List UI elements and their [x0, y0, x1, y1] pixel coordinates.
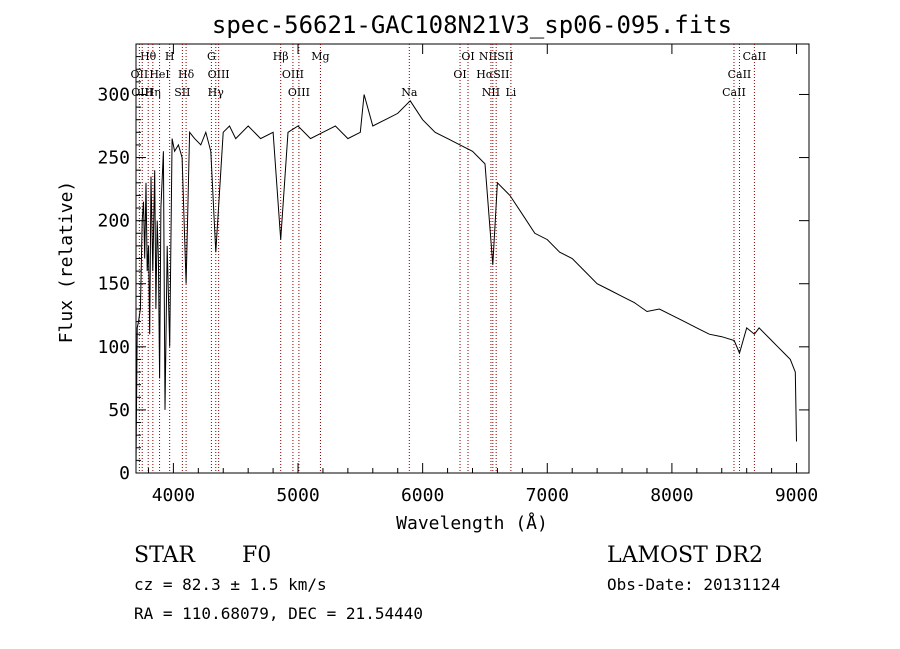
line-marker-label: CaII: [728, 68, 752, 81]
line-marker-label: OIII: [208, 68, 230, 81]
line-marker-label: Na: [401, 86, 418, 99]
spectrum-line: [135, 94, 797, 467]
x-tick-label: 5000: [276, 485, 319, 506]
line-marker-label: OI: [461, 50, 474, 63]
line-marker-label: Hδ: [178, 68, 195, 81]
line-marker-label: OIII: [282, 68, 304, 81]
line-marker-label: HαSII: [476, 68, 509, 81]
obs-date: Obs-Date: 20131124: [607, 575, 780, 594]
y-tick-label: 250: [97, 148, 130, 169]
y-tick-label: 150: [97, 274, 130, 295]
line-marker-label: OIII: [288, 86, 310, 99]
x-tick-label: 9000: [775, 485, 818, 506]
y-axis-label: Flux (relative): [56, 181, 77, 344]
line-marker-label: Mg: [311, 50, 329, 63]
x-tick-label: 4000: [152, 485, 195, 506]
line-marker-label: Hη: [145, 86, 161, 99]
line-marker-label: Hβ: [273, 50, 289, 63]
x-tick-label: 6000: [401, 485, 444, 506]
line-marker-label: NII: [482, 86, 500, 99]
x-tick-label: 8000: [650, 485, 693, 506]
line-marker-label: CaII: [743, 50, 767, 63]
y-tick-label: 0: [119, 463, 130, 484]
x-axis-label: Wavelength (Å): [396, 512, 548, 534]
line-marker-label: SII: [174, 86, 190, 99]
line-marker-label: H: [165, 50, 175, 63]
x-tick-label: 7000: [526, 485, 569, 506]
position-line: RA = 110.68079, DEC = 21.54440: [134, 604, 423, 623]
y-tick-label: 100: [97, 337, 130, 358]
spectral-class: F0: [242, 543, 271, 568]
survey-name: LAMOST DR2: [607, 543, 763, 568]
y-axis: 0 50 100 150 200 250 300: [97, 56, 809, 484]
line-marker-label: Hγ: [208, 86, 225, 99]
line-marker-label: NIISII: [479, 50, 514, 63]
plot-frame: [135, 43, 810, 474]
object-type: STAR: [134, 543, 196, 568]
line-marker-label: OII: [131, 68, 149, 81]
line-marker-label: CaII: [722, 86, 746, 99]
redshift-line: cz = 82.3 ± 1.5 km/s: [134, 575, 327, 594]
line-marker-label: Li: [505, 86, 516, 99]
y-tick-label: 50: [108, 400, 130, 421]
line-marker-label: G: [207, 50, 216, 63]
chart-title: spec-56621-GAC108N21V3_sp06-095.fits: [212, 11, 732, 39]
x-axis: 4000 5000 6000 7000 8000 9000: [147, 44, 818, 506]
line-marker-label: HeI: [149, 68, 169, 81]
y-tick-label: 300: [97, 84, 130, 105]
line-marker-label: OIII: [131, 86, 153, 99]
line-marker-label: OI: [453, 68, 466, 81]
y-tick-label: 200: [97, 211, 130, 232]
